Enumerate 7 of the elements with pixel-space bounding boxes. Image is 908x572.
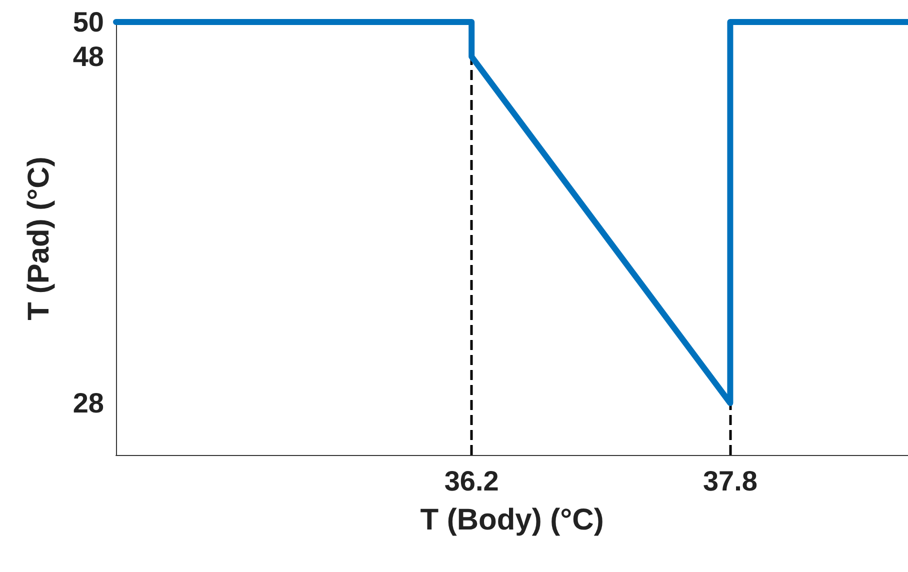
y-tick-label: 28: [72, 388, 104, 419]
y-axis-title: T (Pad) (°C): [22, 156, 56, 320]
y-tick-label: 50: [72, 6, 104, 38]
x-tick-label: 36.2: [444, 466, 499, 496]
y-tick-label: 48: [72, 41, 104, 72]
x-tick-label: 37.8: [702, 466, 758, 496]
x-axis-title: T (Body) (°C): [420, 504, 604, 536]
